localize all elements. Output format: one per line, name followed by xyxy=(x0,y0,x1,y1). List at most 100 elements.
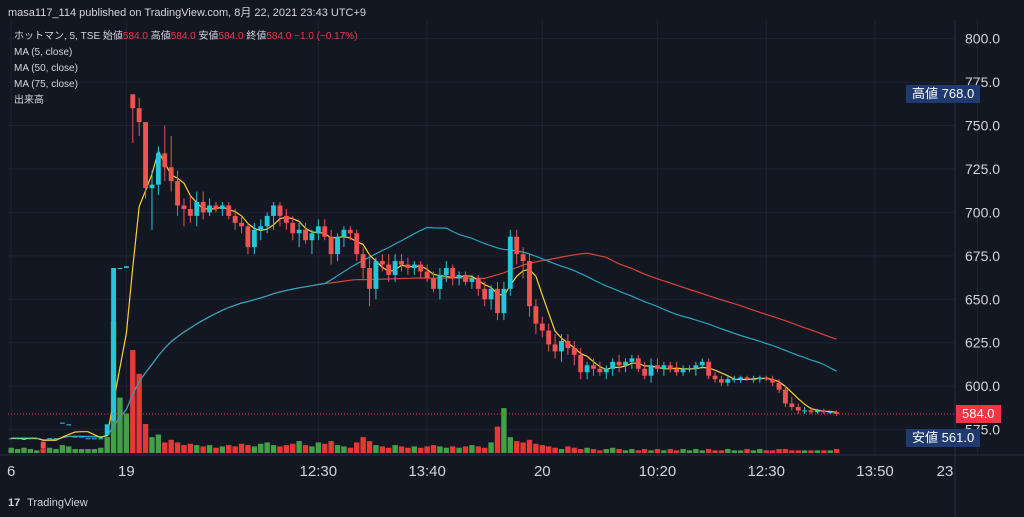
candle-body xyxy=(149,184,155,189)
volume-bar xyxy=(705,449,712,453)
candle-body xyxy=(488,288,494,300)
volume-bar xyxy=(545,446,552,453)
candle-body xyxy=(712,375,718,380)
candle-body xyxy=(463,274,468,282)
volume-bar xyxy=(801,450,808,453)
candle-body xyxy=(699,361,705,366)
tradingview-logo-icon: 17 xyxy=(8,497,21,509)
legend-volume[interactable]: 出来高 xyxy=(14,95,44,106)
legend-ma5[interactable]: MA (5, close) xyxy=(14,47,73,58)
published-line: masa117_114 published on TradingView.com… xyxy=(8,7,367,19)
candle-body xyxy=(136,108,142,123)
candle-body xyxy=(168,167,174,182)
volume-bar xyxy=(456,447,462,453)
candle-body xyxy=(418,264,424,272)
candlestick-chart[interactable]: 800.0775.0750.0725.0700.0675.0650.0625.0… xyxy=(0,20,1024,517)
candle-body xyxy=(162,153,168,168)
volume-bars xyxy=(8,321,840,453)
candle-body xyxy=(354,233,360,255)
volume-bar xyxy=(693,449,699,453)
legend-ma75[interactable]: MA (75, close) xyxy=(14,79,78,90)
candle-body xyxy=(610,361,616,369)
candle-body xyxy=(328,236,334,255)
high-value: 584.0 xyxy=(170,31,196,42)
candle-body xyxy=(584,365,590,373)
candle-body xyxy=(219,205,225,209)
candle-body xyxy=(623,361,628,366)
volume-bar xyxy=(430,445,437,453)
candle-body xyxy=(751,379,756,381)
volume-bar xyxy=(731,450,737,453)
candle-body xyxy=(591,365,596,369)
volume-bar xyxy=(72,449,78,453)
candle-body xyxy=(808,410,814,413)
volume-bar xyxy=(66,446,72,453)
high-price-tag: 高値 768.0 xyxy=(906,85,981,104)
volume-bar xyxy=(149,437,155,453)
volume-bar xyxy=(341,446,347,453)
volume-bar xyxy=(277,446,283,453)
candle-body xyxy=(360,254,366,269)
volume-bar xyxy=(565,446,571,453)
legend-ma50[interactable]: MA (50, close) xyxy=(14,63,78,74)
volume-bar xyxy=(450,446,456,453)
volume-bar xyxy=(219,446,226,453)
volume-bar xyxy=(213,447,219,453)
open-value: 584.0 xyxy=(122,31,148,42)
candle-body xyxy=(482,288,488,300)
volume-bar xyxy=(469,445,475,453)
volume-bar xyxy=(27,449,34,453)
change-value: −1.0 (−0.17%) xyxy=(294,31,358,42)
low-label: 安値 xyxy=(198,31,219,42)
chart-panel[interactable]: 800.0 775.0 750.0 725.0 700.0 675.0 650.0 625.0… xyxy=(0,20,1024,517)
tradingview-footer[interactable]: 17 TradingView xyxy=(8,497,88,509)
candle-body xyxy=(834,412,840,414)
high-tag-label: 高値 xyxy=(912,86,939,102)
time-tick-label: 12:30 xyxy=(747,463,785,480)
chart-header: masa117_114 published on TradingView.com… xyxy=(0,0,1024,20)
volume-bar xyxy=(296,441,302,453)
volume-bar xyxy=(814,450,821,453)
candle-body xyxy=(130,94,136,109)
last-tag-value: 584.0 xyxy=(962,405,995,421)
volume-bar xyxy=(130,350,136,453)
candle-body xyxy=(373,261,379,289)
volume-bar xyxy=(590,449,597,453)
candle-body xyxy=(539,323,545,331)
volume-bar xyxy=(187,443,194,453)
candle-body xyxy=(475,278,481,289)
volume-bar xyxy=(712,450,718,453)
candle-body xyxy=(117,268,123,270)
candle-body xyxy=(725,379,731,383)
candle-body xyxy=(770,379,776,383)
volume-bar xyxy=(558,449,565,453)
candle-body xyxy=(27,438,33,440)
volume-bar xyxy=(577,449,584,453)
volume-bar xyxy=(603,449,609,453)
volume-bar xyxy=(334,445,341,453)
price-tick-label: 750.0 xyxy=(965,118,1000,134)
volume-bar xyxy=(238,443,245,453)
volume-bar xyxy=(424,446,430,453)
volume-bar xyxy=(174,442,181,453)
volume-bar xyxy=(750,450,757,453)
volume-bar xyxy=(462,446,469,453)
candle-body xyxy=(648,365,654,376)
candle-body xyxy=(757,377,763,380)
candle-body xyxy=(392,261,398,275)
candle-body xyxy=(719,379,724,383)
volume-bar xyxy=(53,449,59,453)
tradingview-brand: TradingView xyxy=(27,497,88,509)
low-tag-label: 安値 xyxy=(912,430,939,445)
candle-body xyxy=(277,205,283,216)
volume-bar xyxy=(539,445,545,453)
candle-body xyxy=(335,236,340,255)
volume-bar xyxy=(264,442,270,453)
candle-body xyxy=(437,274,443,289)
volume-bar xyxy=(91,449,98,453)
candle-body xyxy=(559,340,564,352)
volume-bar xyxy=(405,447,411,453)
candle-body xyxy=(783,389,788,404)
candle-body xyxy=(15,438,21,440)
volume-bar xyxy=(398,446,405,453)
